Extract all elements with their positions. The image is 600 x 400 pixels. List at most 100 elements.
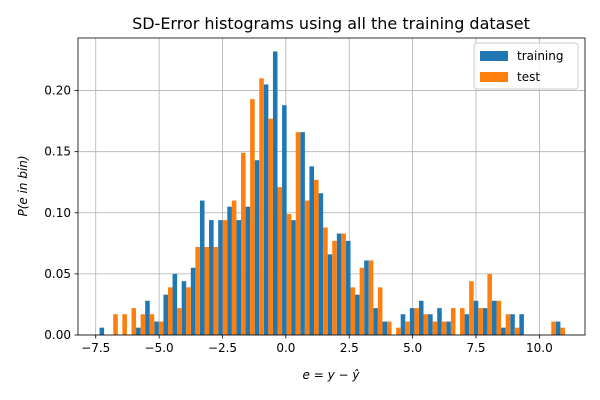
y-tick-label: 0.15 (44, 145, 71, 159)
bar-training (154, 321, 159, 335)
bar-test (368, 260, 374, 335)
bar-test (158, 321, 164, 335)
bar-test (450, 308, 456, 335)
legend-swatch-training (480, 51, 508, 61)
x-tick-label: 5.0 (403, 341, 422, 355)
bar-training (464, 314, 470, 335)
bar-training (236, 220, 242, 335)
bar-training (99, 327, 105, 335)
bar-training (245, 206, 251, 335)
bar-test (149, 314, 155, 335)
bar-test (496, 300, 502, 335)
bar-test (414, 308, 419, 335)
bar-test (204, 247, 210, 335)
bars-layer (99, 51, 565, 336)
bar-training (254, 160, 260, 335)
y-tick-label: 0.10 (44, 206, 71, 220)
bar-test (441, 321, 447, 335)
bar-test (505, 314, 511, 335)
bar-test (551, 321, 556, 335)
x-tick-label: 7.5 (466, 341, 485, 355)
x-tick-label: −2.5 (208, 341, 237, 355)
bar-test (350, 287, 356, 335)
bar-test (560, 327, 565, 335)
bar-training (510, 314, 515, 335)
bar-test (359, 267, 365, 335)
bar-test (268, 118, 273, 336)
bar-training (263, 84, 269, 335)
bar-test (222, 220, 228, 335)
bar-test (231, 200, 237, 335)
bar-test (332, 240, 337, 335)
y-tick-label: 0.20 (44, 84, 71, 98)
bar-training (163, 294, 168, 335)
legend-swatch-test (480, 72, 508, 82)
bar-training (282, 105, 287, 335)
bar-test (113, 314, 118, 335)
bar-test (277, 187, 283, 335)
ticks-layer: −7.5 −5.0 −2.5 0.0 2.5 5.0 7.5 10.0 0.00 0.05 0.10… (44, 84, 552, 355)
bar-training (300, 132, 305, 335)
x-tick-label: 10.0 (526, 341, 553, 355)
bar-test (387, 321, 392, 335)
bar-test (140, 314, 146, 335)
y-axis-label: P(e in bin) (16, 155, 30, 216)
bar-test (460, 308, 465, 335)
bar-test (259, 78, 264, 335)
bar-training (364, 260, 369, 335)
bar-test (323, 227, 328, 335)
legend-label-training: training (517, 49, 564, 63)
bar-training (501, 327, 506, 335)
bar-test (195, 247, 200, 335)
bar-training (218, 220, 223, 335)
bar-training (418, 300, 424, 335)
bar-training (491, 300, 497, 335)
x-tick-label: −5.0 (145, 341, 174, 355)
bar-training (172, 273, 178, 335)
bar-training (382, 321, 388, 335)
legend-label-test: test (517, 70, 540, 84)
y-tick-label: 0.05 (44, 267, 71, 281)
bar-training (291, 220, 296, 335)
bar-test (405, 321, 410, 335)
bar-test (341, 233, 346, 335)
bar-test (396, 327, 401, 335)
bar-test (469, 281, 474, 335)
bar-test (286, 214, 292, 335)
bar-training (355, 294, 360, 335)
bar-test (304, 200, 310, 335)
bar-test (478, 308, 483, 335)
bar-training (227, 206, 232, 335)
x-tick-label: 0.0 (276, 341, 295, 355)
bar-training (336, 233, 342, 335)
bar-training (428, 314, 433, 335)
bar-training (555, 321, 561, 335)
bar-test (186, 287, 191, 335)
legend: training test (473, 42, 579, 90)
bar-test (377, 287, 383, 335)
bar-training (272, 51, 278, 335)
bar-test (167, 287, 173, 335)
bar-training (400, 314, 406, 335)
bar-training (345, 240, 351, 335)
y-tick-label: 0.00 (44, 328, 71, 342)
bar-training (437, 308, 442, 335)
bar-test (122, 314, 127, 335)
bar-test (423, 314, 429, 335)
bar-test (432, 321, 438, 335)
bar-training (145, 300, 150, 335)
bar-training (409, 308, 415, 335)
x-axis-label: e = y − ŷ (303, 368, 361, 382)
bar-training (519, 314, 524, 335)
bar-test (241, 152, 246, 335)
bar-training (373, 308, 378, 335)
bar-test (487, 273, 492, 335)
bar-test (177, 308, 182, 335)
bar-test (314, 179, 319, 335)
bar-training (190, 267, 196, 335)
chart-title: SD-Error histograms using all the traini… (132, 14, 530, 33)
bar-test (514, 327, 520, 335)
bar-training (318, 193, 324, 335)
x-tick-label: 2.5 (340, 341, 359, 355)
